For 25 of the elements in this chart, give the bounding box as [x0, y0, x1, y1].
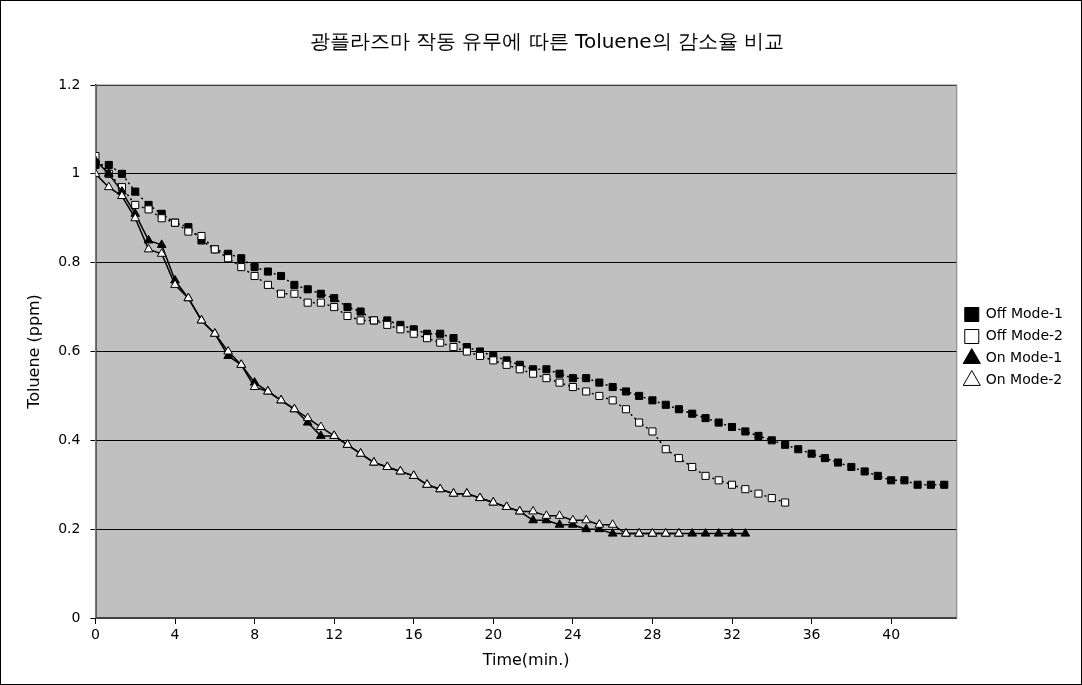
legend-label: On Mode-1 [985, 349, 1063, 366]
x-tick-label: 12 [325, 626, 344, 643]
y-tick-label: 0 [71, 608, 81, 625]
y-tick-label: 0.2 [58, 519, 81, 536]
y-tick-label: 0.4 [58, 430, 81, 447]
legend-label: Off Mode-2 [985, 327, 1063, 344]
x-tick-label: 0 [91, 626, 100, 643]
x-tick-label: 24 [563, 626, 582, 643]
x-tick-label: 4 [170, 626, 180, 643]
y-tick-label: 0.8 [58, 253, 81, 270]
x-tick-label: 20 [484, 626, 503, 643]
y-tick-label: 1 [71, 164, 81, 181]
x-tick-label: 36 [802, 626, 821, 643]
x-tick-label: 32 [723, 626, 741, 643]
legend-label: Off Mode-1 [985, 305, 1063, 322]
legend-label: On Mode-2 [985, 371, 1063, 388]
x-tick-label: 8 [250, 626, 260, 643]
x-tick-label: 16 [404, 626, 423, 643]
x-tick-label: 40 [882, 626, 901, 643]
y-axis-title: Toluene (ppm) [23, 294, 43, 410]
chart-title: 광플라즈마 작동 유무에 따른 Toluene의 감소율 비교 [309, 29, 785, 54]
x-tick-label: 28 [643, 626, 662, 643]
y-tick-label: 0.6 [58, 342, 81, 359]
x-axis-title: Time(min.) [481, 649, 570, 669]
y-tick-label: 1.2 [58, 75, 81, 92]
